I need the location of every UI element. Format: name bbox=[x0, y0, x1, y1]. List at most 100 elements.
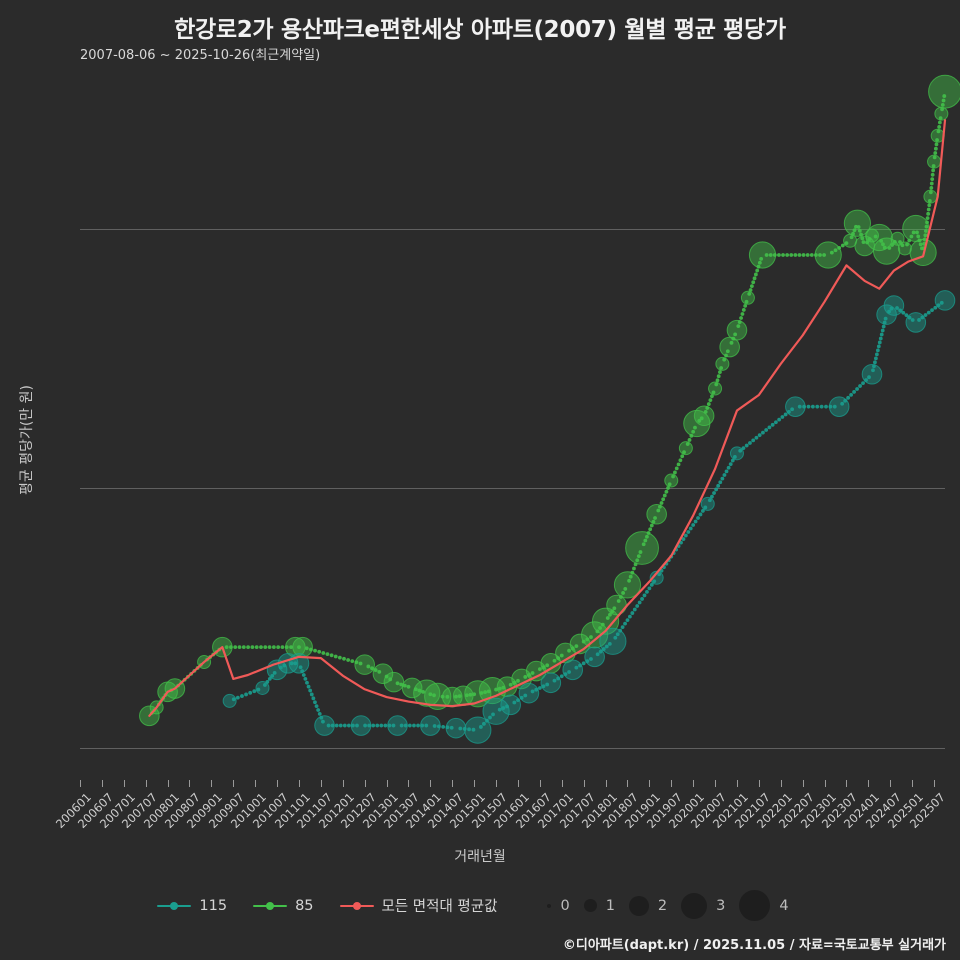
x-tick-mark bbox=[255, 780, 257, 787]
series-connector-dot bbox=[581, 661, 586, 666]
data-bubble[interactable] bbox=[923, 189, 938, 204]
series-connector-dot bbox=[635, 604, 640, 608]
data-bubble[interactable] bbox=[383, 671, 405, 693]
data-bubble[interactable] bbox=[934, 106, 949, 121]
series-connector-dot bbox=[623, 587, 628, 591]
series-connector-dot bbox=[280, 645, 285, 650]
data-bubble[interactable] bbox=[401, 677, 423, 699]
series-connector-dot bbox=[478, 725, 483, 729]
data-bubble[interactable] bbox=[748, 241, 777, 269]
legend-item-115[interactable]: 115 bbox=[157, 898, 227, 914]
data-bubble[interactable] bbox=[693, 405, 715, 427]
series-connector-dot bbox=[334, 723, 339, 728]
data-bubble[interactable] bbox=[700, 496, 715, 511]
series-connector-dot bbox=[647, 586, 652, 591]
series-connector-dot bbox=[627, 578, 631, 583]
data-bubble[interactable] bbox=[464, 716, 492, 744]
data-bubble[interactable] bbox=[625, 531, 659, 565]
data-bubble[interactable] bbox=[828, 396, 850, 417]
data-bubble[interactable] bbox=[785, 396, 806, 417]
data-bubble[interactable] bbox=[861, 363, 883, 385]
size-legend-label: 2 bbox=[657, 897, 668, 914]
data-bubble[interactable] bbox=[255, 680, 270, 695]
data-bubble[interactable] bbox=[934, 290, 956, 311]
data-bubble[interactable] bbox=[814, 241, 842, 269]
series-connector-dot bbox=[406, 684, 411, 689]
series-connector-dot bbox=[895, 306, 899, 310]
data-bubble[interactable] bbox=[865, 228, 880, 243]
legend-swatch bbox=[157, 899, 192, 913]
series-connector-dot bbox=[662, 493, 667, 498]
data-bubble[interactable] bbox=[649, 570, 664, 585]
series-connector-dot bbox=[454, 694, 458, 699]
data-bubble[interactable] bbox=[540, 672, 562, 694]
data-bubble[interactable] bbox=[883, 295, 905, 316]
series-connector-dot bbox=[871, 368, 875, 373]
series-connector-dot bbox=[785, 253, 790, 257]
series-connector-dot bbox=[638, 550, 643, 554]
data-bubble[interactable] bbox=[599, 627, 627, 655]
data-bubble[interactable] bbox=[708, 381, 723, 396]
series-connector-dot bbox=[753, 272, 758, 277]
data-bubble[interactable] bbox=[729, 446, 744, 461]
series-connector-dot bbox=[483, 690, 488, 695]
data-bubble[interactable] bbox=[420, 715, 441, 736]
series-connector-dot bbox=[789, 253, 794, 257]
series-connector-dot bbox=[641, 542, 646, 547]
data-bubble[interactable] bbox=[905, 312, 927, 333]
series-connector-dot bbox=[698, 512, 703, 517]
size-legend-bubble-icon bbox=[628, 895, 649, 916]
data-bubble[interactable] bbox=[715, 356, 730, 371]
legend-item-85[interactable]: 85 bbox=[253, 898, 314, 914]
data-bubble[interactable] bbox=[387, 715, 408, 736]
series-connector-dot bbox=[267, 645, 272, 650]
series-average-line[interactable] bbox=[148, 119, 947, 717]
series-connector-dot bbox=[671, 474, 675, 479]
x-tick-mark bbox=[101, 780, 103, 787]
data-bubble[interactable] bbox=[518, 682, 540, 704]
series-connector-dot bbox=[632, 607, 637, 612]
series-connector-dot bbox=[589, 657, 593, 661]
data-bubble[interactable] bbox=[678, 441, 693, 456]
series-connector-dot bbox=[351, 723, 355, 728]
series-connector-dot bbox=[855, 387, 859, 391]
data-bubble[interactable] bbox=[372, 663, 394, 685]
legend-item-모든 면적대 평균값[interactable]: 모든 면적대 평균값 bbox=[339, 895, 497, 916]
data-bubble[interactable] bbox=[413, 679, 441, 707]
data-bubble[interactable] bbox=[562, 659, 584, 681]
series-connector-dot bbox=[892, 239, 897, 244]
data-bubble[interactable] bbox=[873, 237, 901, 265]
data-bubble[interactable] bbox=[613, 571, 642, 599]
data-bubble[interactable] bbox=[500, 694, 521, 716]
data-bubble[interactable] bbox=[584, 646, 605, 668]
series-connector-dot bbox=[333, 654, 338, 659]
series-connector-dot bbox=[615, 632, 620, 637]
series-connector-dot bbox=[938, 116, 943, 121]
data-bubble[interactable] bbox=[902, 214, 930, 243]
data-bubble[interactable] bbox=[445, 717, 467, 739]
data-bubble[interactable] bbox=[865, 223, 893, 252]
data-bubble[interactable] bbox=[740, 290, 755, 305]
series-connector-dot bbox=[743, 303, 748, 308]
data-bubble[interactable] bbox=[354, 654, 375, 675]
data-bubble[interactable] bbox=[890, 231, 905, 246]
data-bubble[interactable] bbox=[927, 154, 942, 169]
series-connector-dot bbox=[754, 435, 759, 440]
legend-dot-icon bbox=[266, 902, 275, 910]
data-bubble[interactable] bbox=[606, 594, 627, 616]
data-bubble[interactable] bbox=[581, 621, 609, 649]
series-connector-dot bbox=[246, 645, 251, 650]
data-bubble[interactable] bbox=[843, 209, 872, 237]
data-bubble[interactable] bbox=[482, 697, 510, 725]
data-bubble[interactable] bbox=[314, 715, 335, 736]
series-connector-dot bbox=[559, 653, 564, 658]
data-bubble[interactable] bbox=[222, 693, 237, 708]
data-bubble[interactable] bbox=[897, 241, 912, 256]
data-bubble[interactable] bbox=[664, 473, 679, 488]
series-connector-dot bbox=[375, 723, 380, 728]
data-bubble[interactable] bbox=[726, 319, 748, 341]
x-tick-mark bbox=[605, 780, 607, 787]
data-bubble[interactable] bbox=[646, 503, 667, 525]
data-bubble[interactable] bbox=[928, 74, 960, 109]
data-bubble[interactable] bbox=[350, 715, 372, 736]
